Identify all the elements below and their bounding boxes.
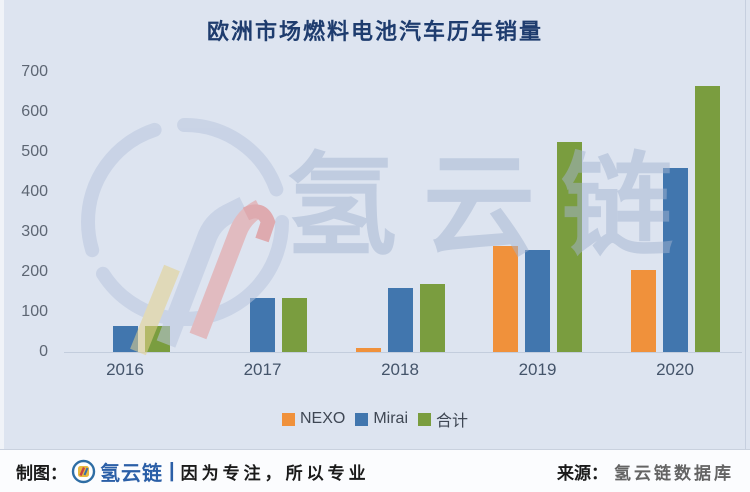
x-axis-label-2020: 2020 xyxy=(656,360,694,379)
left-edge-strip xyxy=(0,0,4,449)
footer-source-label: 来源： xyxy=(557,463,608,483)
legend-label-合计: 合计 xyxy=(436,413,469,430)
bar-NEXO-2018 xyxy=(355,348,381,352)
x-axis-label-2016: 2016 xyxy=(106,360,144,379)
legend-swatch-Mirai xyxy=(355,412,369,426)
bar-合计-2020 xyxy=(694,86,720,352)
bar-Mirai-2019 xyxy=(525,250,550,352)
footer-brand-name: 氢云链 xyxy=(100,462,163,485)
bar-NEXO-2019 xyxy=(493,246,518,352)
y-axis-tick-0: 0 xyxy=(39,343,48,360)
y-axis-tick-100: 100 xyxy=(21,303,48,320)
x-axis-label-2018: 2018 xyxy=(381,360,419,379)
x-axis-label-2017: 2017 xyxy=(243,360,282,379)
bar-合计-2019 xyxy=(557,142,582,352)
bar-Mirai-2017 xyxy=(250,298,275,352)
bar-合计-2018 xyxy=(419,284,445,352)
hydrogen-cloud-chain-logo-icon xyxy=(71,459,96,483)
y-axis-tick-400: 400 xyxy=(21,183,48,200)
bar-Mirai-2020 xyxy=(662,168,688,352)
y-axis-tick-600: 600 xyxy=(21,103,48,120)
y-axis-tick-500: 500 xyxy=(21,143,48,160)
legend-swatch-合计 xyxy=(418,412,431,426)
legend-item-NEXO: NEXO xyxy=(281,410,346,428)
legend-label-Mirai: Mirai xyxy=(373,410,408,427)
x-axis-baseline xyxy=(64,352,742,353)
bar-Mirai-2016 xyxy=(112,326,138,352)
right-edge-line xyxy=(745,0,746,449)
y-axis-tick-300: 300 xyxy=(21,223,48,240)
footer-divider: | xyxy=(169,459,175,482)
footer-right: 来源： 氢云链数据库 xyxy=(557,459,734,484)
footer-left: 制图： 氢云链 | 因为专注，所以专业 xyxy=(16,457,370,486)
x-axis-label-2019: 2019 xyxy=(518,360,557,379)
bar-Mirai-2018 xyxy=(387,288,413,352)
y-axis-tick-200: 200 xyxy=(21,263,48,280)
legend-label-NEXO: NEXO xyxy=(299,410,346,427)
footer-credit-label: 制图： xyxy=(16,463,67,483)
footer-bar: 制图： 氢云链 | 因为专注，所以专业 来源： 氢云链数据库 xyxy=(0,449,750,492)
bar-NEXO-2020 xyxy=(630,270,656,352)
bar-合计-2016 xyxy=(144,326,170,352)
legend: NEXO Mirai 合计 xyxy=(0,407,750,431)
legend-item-合计: 合计 xyxy=(418,407,468,431)
legend-swatch-NEXO xyxy=(281,412,295,426)
y-axis-tick-700: 700 xyxy=(21,63,48,80)
footer-source-name: 氢云链数据库 xyxy=(614,463,734,483)
chart-title: 欧洲市场燃料电池汽车历年销量 xyxy=(206,19,543,44)
plot-area: 0 100 200 300 400 500 600 700 2016 2017 2018 2019 20… xyxy=(21,63,742,379)
legend-item-Mirai: Mirai xyxy=(355,410,408,428)
bar-合计-2017 xyxy=(282,298,307,352)
chart-region: 欧洲市场燃料电池汽车历年销量 0 100 200 300 400 500 600 700 201… xyxy=(0,0,750,449)
footer-slogan: 因为专注，所以专业 xyxy=(180,463,370,483)
